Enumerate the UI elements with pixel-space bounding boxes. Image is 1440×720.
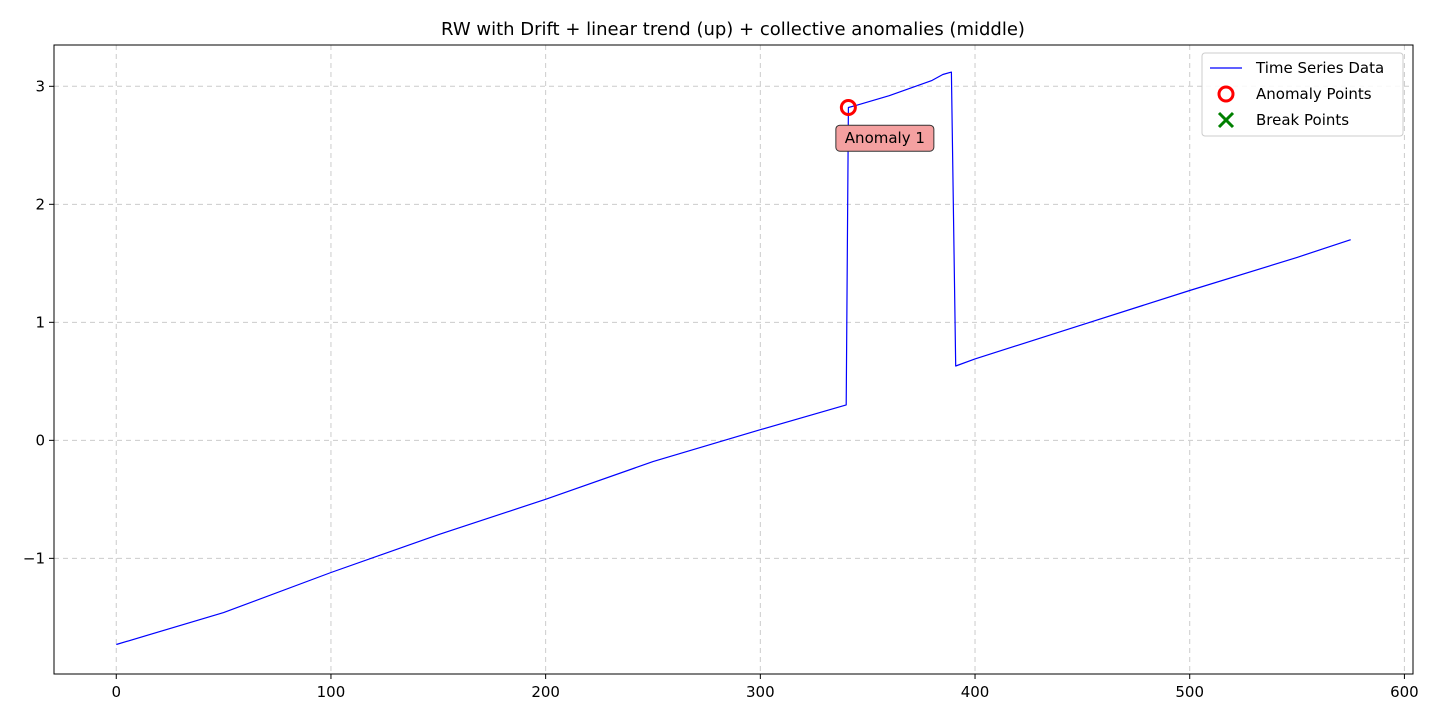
x-tick-label: 100 <box>317 683 346 701</box>
legend-label: Anomaly Points <box>1256 85 1372 103</box>
y-tick-label: 2 <box>35 195 45 213</box>
data-layer <box>116 71 1351 646</box>
x-tick-label: 500 <box>1175 683 1204 701</box>
y-tick-label: 1 <box>35 313 45 331</box>
annotation-label: Anomaly 1 <box>845 129 925 147</box>
grid-layer <box>54 45 1413 674</box>
anomaly-marker <box>839 99 857 117</box>
legend-entry: Anomaly Points <box>1217 85 1372 103</box>
x-tick-label: 200 <box>531 683 560 701</box>
annotation: Anomaly 1 <box>835 124 935 152</box>
annotation-layer: Anomaly 1 <box>835 124 935 152</box>
y-tick-label: −1 <box>23 549 45 567</box>
legend-entry: Time Series Data <box>1210 59 1384 77</box>
legend-box <box>1201 52 1404 137</box>
chart-title: RW with Drift + linear trend (up) + coll… <box>441 19 1025 40</box>
series-line <box>116 71 1351 646</box>
axis-layer: 0 100 200 300 400 500 600 −1 0 1 2 3 <box>23 77 1419 701</box>
annotation-box <box>835 124 935 152</box>
legend-label: Break Points <box>1256 111 1349 129</box>
legend-entry: Break Points <box>1217 111 1349 129</box>
legend-label: Time Series Data <box>1255 59 1384 77</box>
y-tick-label: 0 <box>35 431 45 449</box>
y-tick-label: 3 <box>35 77 45 95</box>
legend-swatch-x <box>1217 111 1235 129</box>
x-tick-label: 300 <box>746 683 775 701</box>
legend-swatch-circle <box>1217 85 1235 103</box>
legend: Time Series Data Anomaly Points Break Poin… <box>1201 52 1404 137</box>
plot-frame <box>53 44 1414 675</box>
x-tick-label: 400 <box>961 683 990 701</box>
x-tick-label: 0 <box>111 683 121 701</box>
x-tick-label: 600 <box>1390 683 1419 701</box>
